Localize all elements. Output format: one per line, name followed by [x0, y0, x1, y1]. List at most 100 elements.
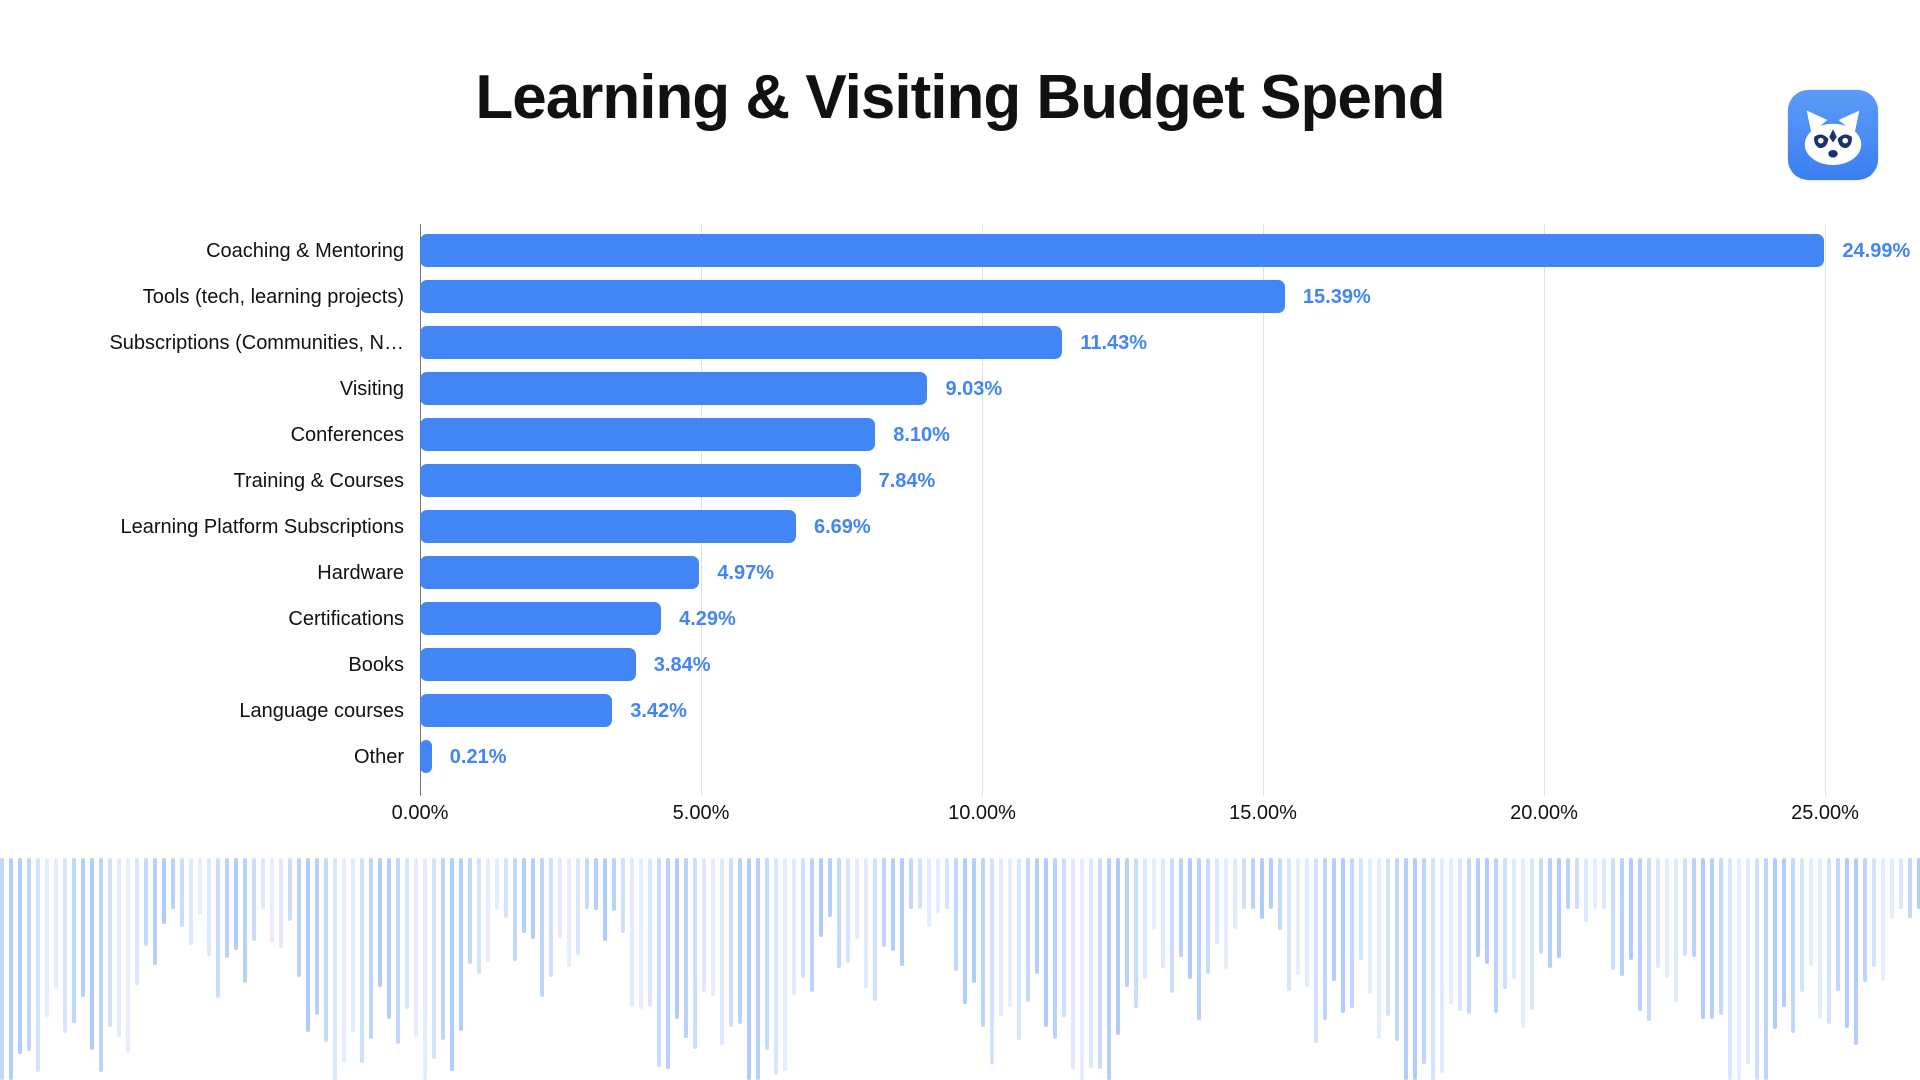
waveform-line	[234, 858, 238, 950]
waveform-line	[54, 858, 58, 989]
waveform-line	[648, 858, 652, 1007]
waveform-line	[630, 858, 634, 1007]
waveform-line	[585, 858, 589, 909]
chart-row: Training & Courses 7.84%	[0, 458, 1920, 504]
waveform-line	[1566, 858, 1570, 909]
waveform-line	[702, 858, 706, 992]
waveform-line	[1827, 858, 1831, 1024]
waveform-line	[1377, 858, 1381, 1039]
bar-chart: Coaching & Mentoring 24.99% Tools (tech, l…	[0, 224, 1920, 824]
waveform-line	[747, 858, 751, 1080]
x-tick-label: 5.00%	[672, 802, 730, 824]
waveform-line	[1764, 858, 1768, 1080]
waveform-line	[801, 858, 805, 978]
waveform-line	[216, 858, 220, 998]
waveform-line	[864, 858, 868, 988]
waveform-line	[1404, 858, 1408, 1080]
waveform-line	[99, 858, 103, 1072]
waveform-line	[1359, 858, 1363, 960]
waveform-line	[1854, 858, 1858, 1045]
waveform-line	[1107, 858, 1111, 1080]
waveform-line	[387, 858, 391, 1019]
waveform-line	[1881, 858, 1885, 981]
bar	[420, 510, 796, 543]
category-label: Tools (tech, learning projects)	[142, 286, 404, 308]
waveform-line	[882, 858, 886, 947]
waveform-line	[756, 858, 760, 1080]
waveform-line	[1755, 858, 1759, 1080]
waveform-line	[711, 858, 715, 996]
waveform-line	[918, 858, 922, 909]
waveform-line	[27, 858, 31, 1051]
chart-row: Other 0.21%	[0, 734, 1920, 780]
waveform-line	[774, 858, 778, 1075]
waveform-line	[999, 858, 1003, 1016]
waveform-line	[468, 858, 472, 964]
chart-row: Coaching & Mentoring 24.99%	[0, 228, 1920, 274]
waveform-line	[396, 858, 400, 1044]
bar	[420, 418, 876, 451]
waveform-line	[252, 858, 256, 941]
chart-row: Certifications 4.29%	[0, 596, 1920, 642]
waveform-line	[1278, 858, 1282, 930]
waveform-line	[891, 858, 895, 951]
waveform-line	[1215, 858, 1219, 944]
category-label: Other	[353, 746, 404, 768]
waveform-line	[1332, 858, 1336, 981]
gridline	[1825, 224, 1826, 796]
waveform-line	[1305, 858, 1309, 987]
waveform-line	[1323, 858, 1327, 1020]
waveform-line	[1134, 858, 1138, 1008]
value-label: 7.84%	[878, 470, 936, 492]
bar	[420, 372, 928, 405]
waveform-line	[1458, 858, 1462, 1011]
chart-row: Books 3.84%	[0, 642, 1920, 688]
waveform-line	[1719, 858, 1723, 1015]
category-label: Certifications	[288, 608, 404, 630]
waveform-line	[873, 858, 877, 1001]
category-label: Books	[348, 654, 404, 676]
waveform-line	[558, 858, 562, 938]
waveform-line	[1503, 858, 1507, 989]
waveform-line	[324, 858, 328, 1042]
waveform-line	[1836, 858, 1840, 991]
bar	[420, 280, 1285, 313]
waveform-line	[1080, 858, 1084, 1080]
waveform-line	[1701, 858, 1705, 1019]
value-label: 3.42%	[630, 700, 687, 722]
waveform-line	[1494, 858, 1498, 1013]
waveform-line	[1521, 858, 1525, 1028]
waveform-line	[1197, 858, 1201, 1020]
waveform-line	[1665, 858, 1669, 978]
waveform-line	[1269, 858, 1273, 909]
waveform-line	[144, 858, 148, 946]
category-label: Hardware	[317, 562, 404, 584]
value-label: 15.39%	[1302, 286, 1371, 308]
waveform-line	[531, 858, 535, 939]
waveform-line	[1413, 858, 1417, 1080]
waveform-line	[207, 858, 211, 956]
value-label: 9.03%	[945, 378, 1003, 400]
value-label: 11.43%	[1080, 332, 1148, 354]
waveform-line	[414, 858, 418, 1037]
waveform-line	[180, 858, 184, 927]
x-tick-label: 15.00%	[1229, 802, 1297, 824]
value-label: 3.84%	[653, 654, 711, 676]
waveform-line	[1296, 858, 1300, 975]
waveform-line	[1440, 858, 1444, 1073]
waveform-line	[666, 858, 670, 1069]
waveform-line	[306, 858, 310, 1032]
waveform-line	[378, 858, 382, 987]
waveform-line	[936, 858, 940, 913]
waveform-line	[441, 858, 445, 1040]
bar	[420, 326, 1063, 359]
waveform-line	[1917, 858, 1920, 909]
waveform-line	[135, 858, 139, 985]
waveform-line	[1512, 858, 1516, 979]
waveform-line	[1863, 858, 1867, 982]
waveform-line	[36, 858, 40, 1072]
chart-row: Visiting 9.03%	[0, 366, 1920, 412]
waveform-line	[720, 858, 724, 1045]
waveform-line	[171, 858, 175, 909]
